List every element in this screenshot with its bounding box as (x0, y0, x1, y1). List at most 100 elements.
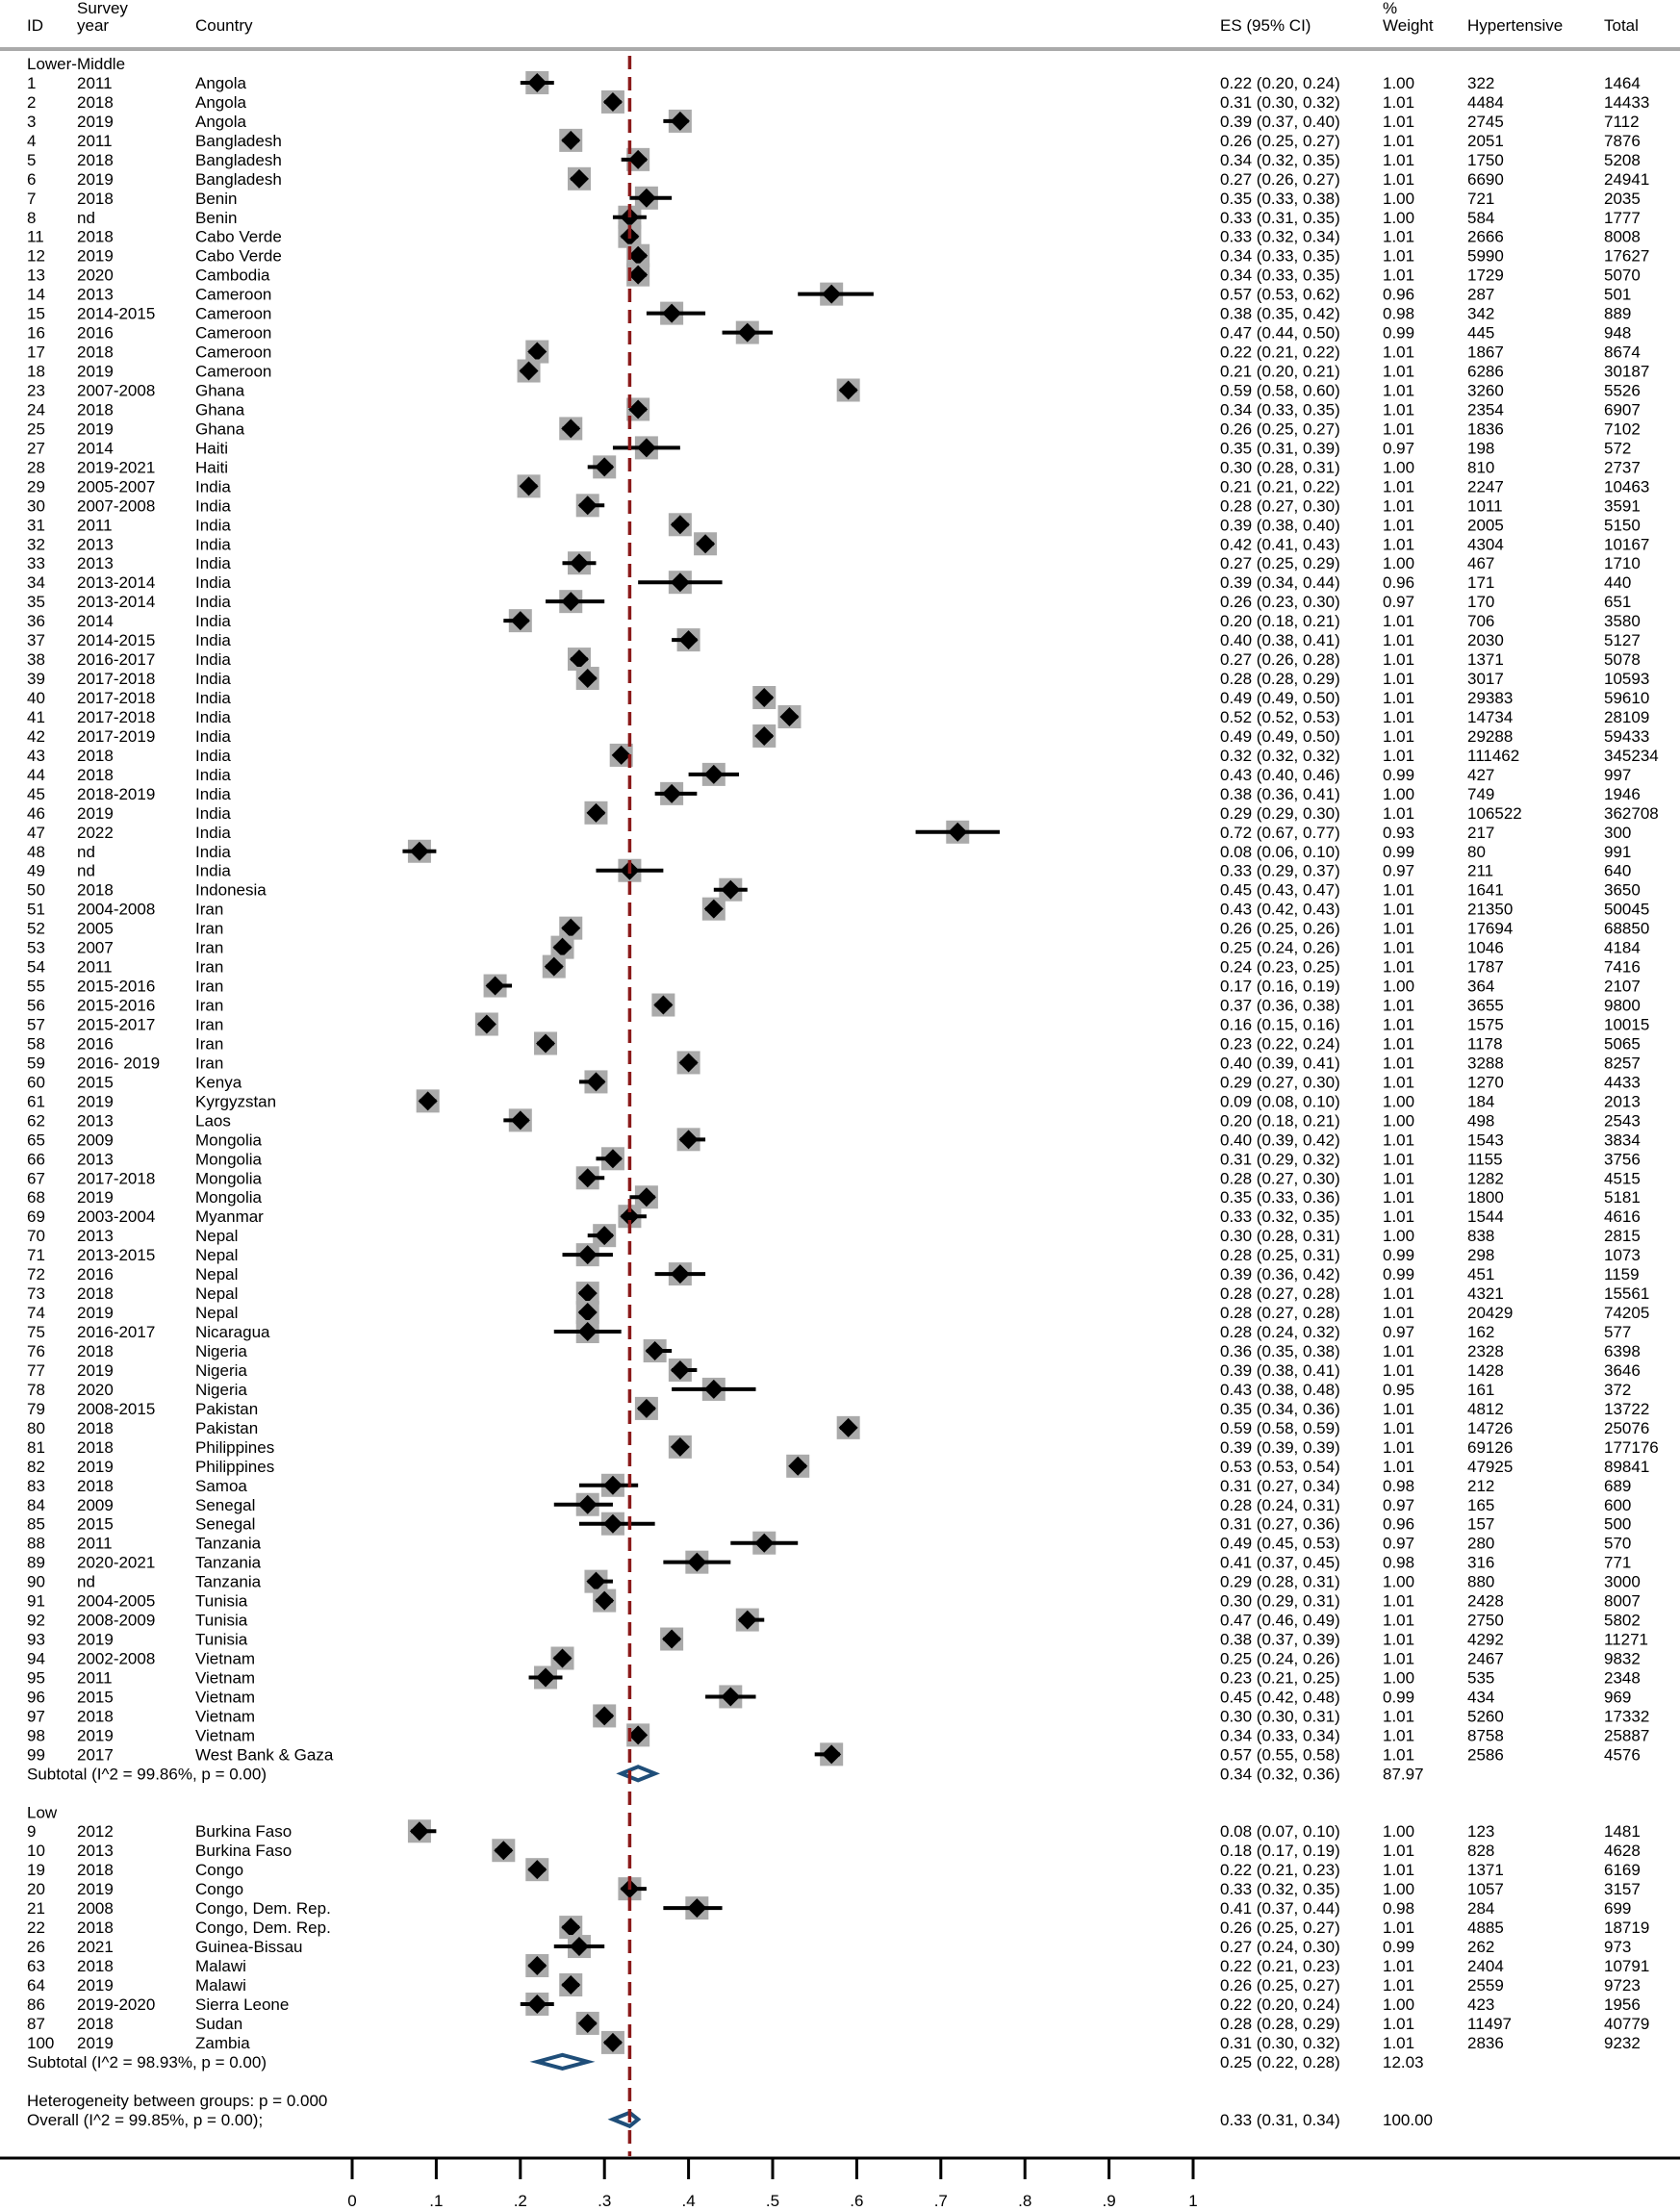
study-total: 25887 (1604, 1726, 1649, 1744)
study-country: Guinea-Bissau (195, 1938, 303, 1956)
study-hypertensive: 706 (1467, 612, 1494, 630)
point-estimate (552, 937, 573, 957)
study-id: 13 (27, 267, 45, 285)
study-weight: 1.01 (1383, 1419, 1414, 1437)
study-id: 100 (27, 2034, 54, 2052)
study-hypertensive: 1787 (1467, 958, 1504, 977)
study-row: 77 2019 Nigeria 0.39 (0.38, 0.41) 1.01 1428 36… (27, 1358, 1641, 1382)
study-total: 3650 (1604, 881, 1641, 900)
study-country: Iran (195, 1016, 223, 1034)
study-total: 40779 (1604, 2015, 1649, 2033)
study-id: 89 (27, 1554, 45, 1572)
study-weight: 1.01 (1383, 1150, 1414, 1168)
study-weight: 1.01 (1383, 1400, 1414, 1418)
study-total: 9723 (1604, 1976, 1641, 1995)
point-estimate (536, 1033, 556, 1054)
study-hypertensive: 451 (1467, 1265, 1494, 1283)
study-year: 2014-2015 (77, 631, 155, 649)
study-hypertensive: 2467 (1467, 1650, 1504, 1668)
study-year: 2008-2015 (77, 1400, 155, 1418)
study-total: 4184 (1604, 939, 1641, 957)
study-weight: 1.01 (1383, 2034, 1414, 2052)
study-year: 2019 (77, 247, 114, 266)
point-estimate (569, 553, 589, 573)
study-year: 2013-2014 (77, 573, 155, 592)
study-es-ci: 0.33 (0.32, 0.34) (1220, 228, 1340, 246)
study-country: Congo (195, 1880, 243, 1898)
study-id: 26 (27, 1938, 45, 1956)
study-weight: 1.01 (1383, 1631, 1414, 1649)
study-row: 32 2013 India 0.42 (0.41, 0.43) 1.01 4304 1016… (27, 532, 1649, 556)
study-country: India (195, 843, 231, 861)
study-country: Mongolia (195, 1188, 263, 1207)
study-es-ci: 0.23 (0.21, 0.25) (1220, 1668, 1340, 1687)
point-estimate (409, 1821, 429, 1842)
study-row: 7 2018 Benin 0.35 (0.33, 0.38) 1.00 721 2035 (27, 186, 1641, 210)
study-es-ci: 0.25 (0.24, 0.26) (1220, 1650, 1340, 1668)
study-row: 90 nd Tanzania 0.29 (0.28, 0.31) 1.00 880 3000 (27, 1569, 1641, 1593)
study-es-ci: 0.34 (0.32, 0.35) (1220, 151, 1340, 169)
study-total: 8257 (1604, 1054, 1641, 1072)
study-country: Mongolia (195, 1169, 263, 1187)
study-year: 2007-2008 (77, 496, 155, 515)
study-hypertensive: 445 (1467, 324, 1494, 343)
study-id: 15 (27, 305, 45, 323)
study-weight: 1.00 (1383, 785, 1414, 803)
study-id: 74 (27, 1304, 45, 1322)
study-hypertensive: 298 (1467, 1246, 1494, 1264)
study-total: 28109 (1604, 708, 1649, 726)
study-weight: 0.97 (1383, 862, 1414, 880)
study-row: 75 2016-2017 Nicaragua 0.28 (0.24, 0.32) 0.9… (27, 1320, 1631, 1344)
study-row: 2 2018 Angola 0.31 (0.30, 0.32) 1.01 4484 1443… (27, 89, 1649, 114)
study-row: 21 2008 Congo, Dem. Rep. 0.41 (0.37, 0.44) 0… (27, 1896, 1631, 1920)
study-total: 2013 (1604, 1092, 1641, 1110)
study-year: 2004-2008 (77, 901, 155, 919)
study-total: 1464 (1604, 74, 1641, 92)
study-id: 27 (27, 439, 45, 457)
study-country: Philippines (195, 1438, 274, 1457)
study-id: 73 (27, 1284, 45, 1303)
study-row: 84 2009 Senegal 0.28 (0.24, 0.31) 0.97 165 600 (27, 1492, 1631, 1516)
study-year: 2019 (77, 1726, 114, 1744)
study-year: 2019 (77, 1631, 114, 1649)
header-id: ID (27, 16, 43, 35)
study-hypertensive: 217 (1467, 824, 1494, 842)
point-estimate (519, 361, 539, 381)
point-estimate (602, 1475, 623, 1495)
study-total: 2815 (1604, 1227, 1641, 1245)
point-estimate (670, 1436, 690, 1457)
point-estimate (636, 188, 656, 208)
study-id: 45 (27, 785, 45, 803)
study-id: 33 (27, 554, 45, 572)
study-weight: 1.01 (1383, 151, 1414, 169)
study-hypertensive: 2586 (1467, 1745, 1504, 1764)
study-weight: 1.01 (1383, 747, 1414, 765)
study-es-ci: 0.57 (0.53, 0.62) (1220, 286, 1340, 304)
study-hypertensive: 3655 (1467, 997, 1504, 1015)
overall-es-ci: 0.33 (0.31, 0.34) (1220, 2111, 1340, 2129)
study-total: 2035 (1604, 190, 1641, 208)
study-year: 2021 (77, 1938, 114, 1956)
study-id: 37 (27, 631, 45, 649)
study-weight: 1.00 (1383, 1995, 1414, 2014)
study-weight: 1.01 (1383, 1284, 1414, 1303)
header-year: year (77, 16, 109, 35)
study-country: Nigeria (195, 1381, 247, 1399)
study-country: Burkina Faso (195, 1842, 292, 1860)
study-hypertensive: 8758 (1467, 1726, 1504, 1744)
study-id: 35 (27, 593, 45, 611)
study-hypertensive: 2559 (1467, 1976, 1504, 1995)
study-weight: 1.00 (1383, 1092, 1414, 1110)
study-weight: 1.01 (1383, 419, 1414, 438)
study-id: 14 (27, 286, 45, 304)
study-hypertensive: 1057 (1467, 1880, 1504, 1898)
point-estimate (703, 899, 724, 919)
study-weight: 1.01 (1383, 1726, 1414, 1744)
study-row: 99 2017 West Bank & Gaza 0.57 (0.55, 0.58) 1… (27, 1742, 1641, 1766)
point-estimate (602, 1149, 623, 1169)
study-weight: 1.01 (1383, 650, 1414, 669)
study-year: 2018 (77, 1957, 114, 1975)
study-hypertensive: 721 (1467, 190, 1494, 208)
study-weight: 1.01 (1383, 228, 1414, 246)
point-estimate (628, 399, 649, 419)
